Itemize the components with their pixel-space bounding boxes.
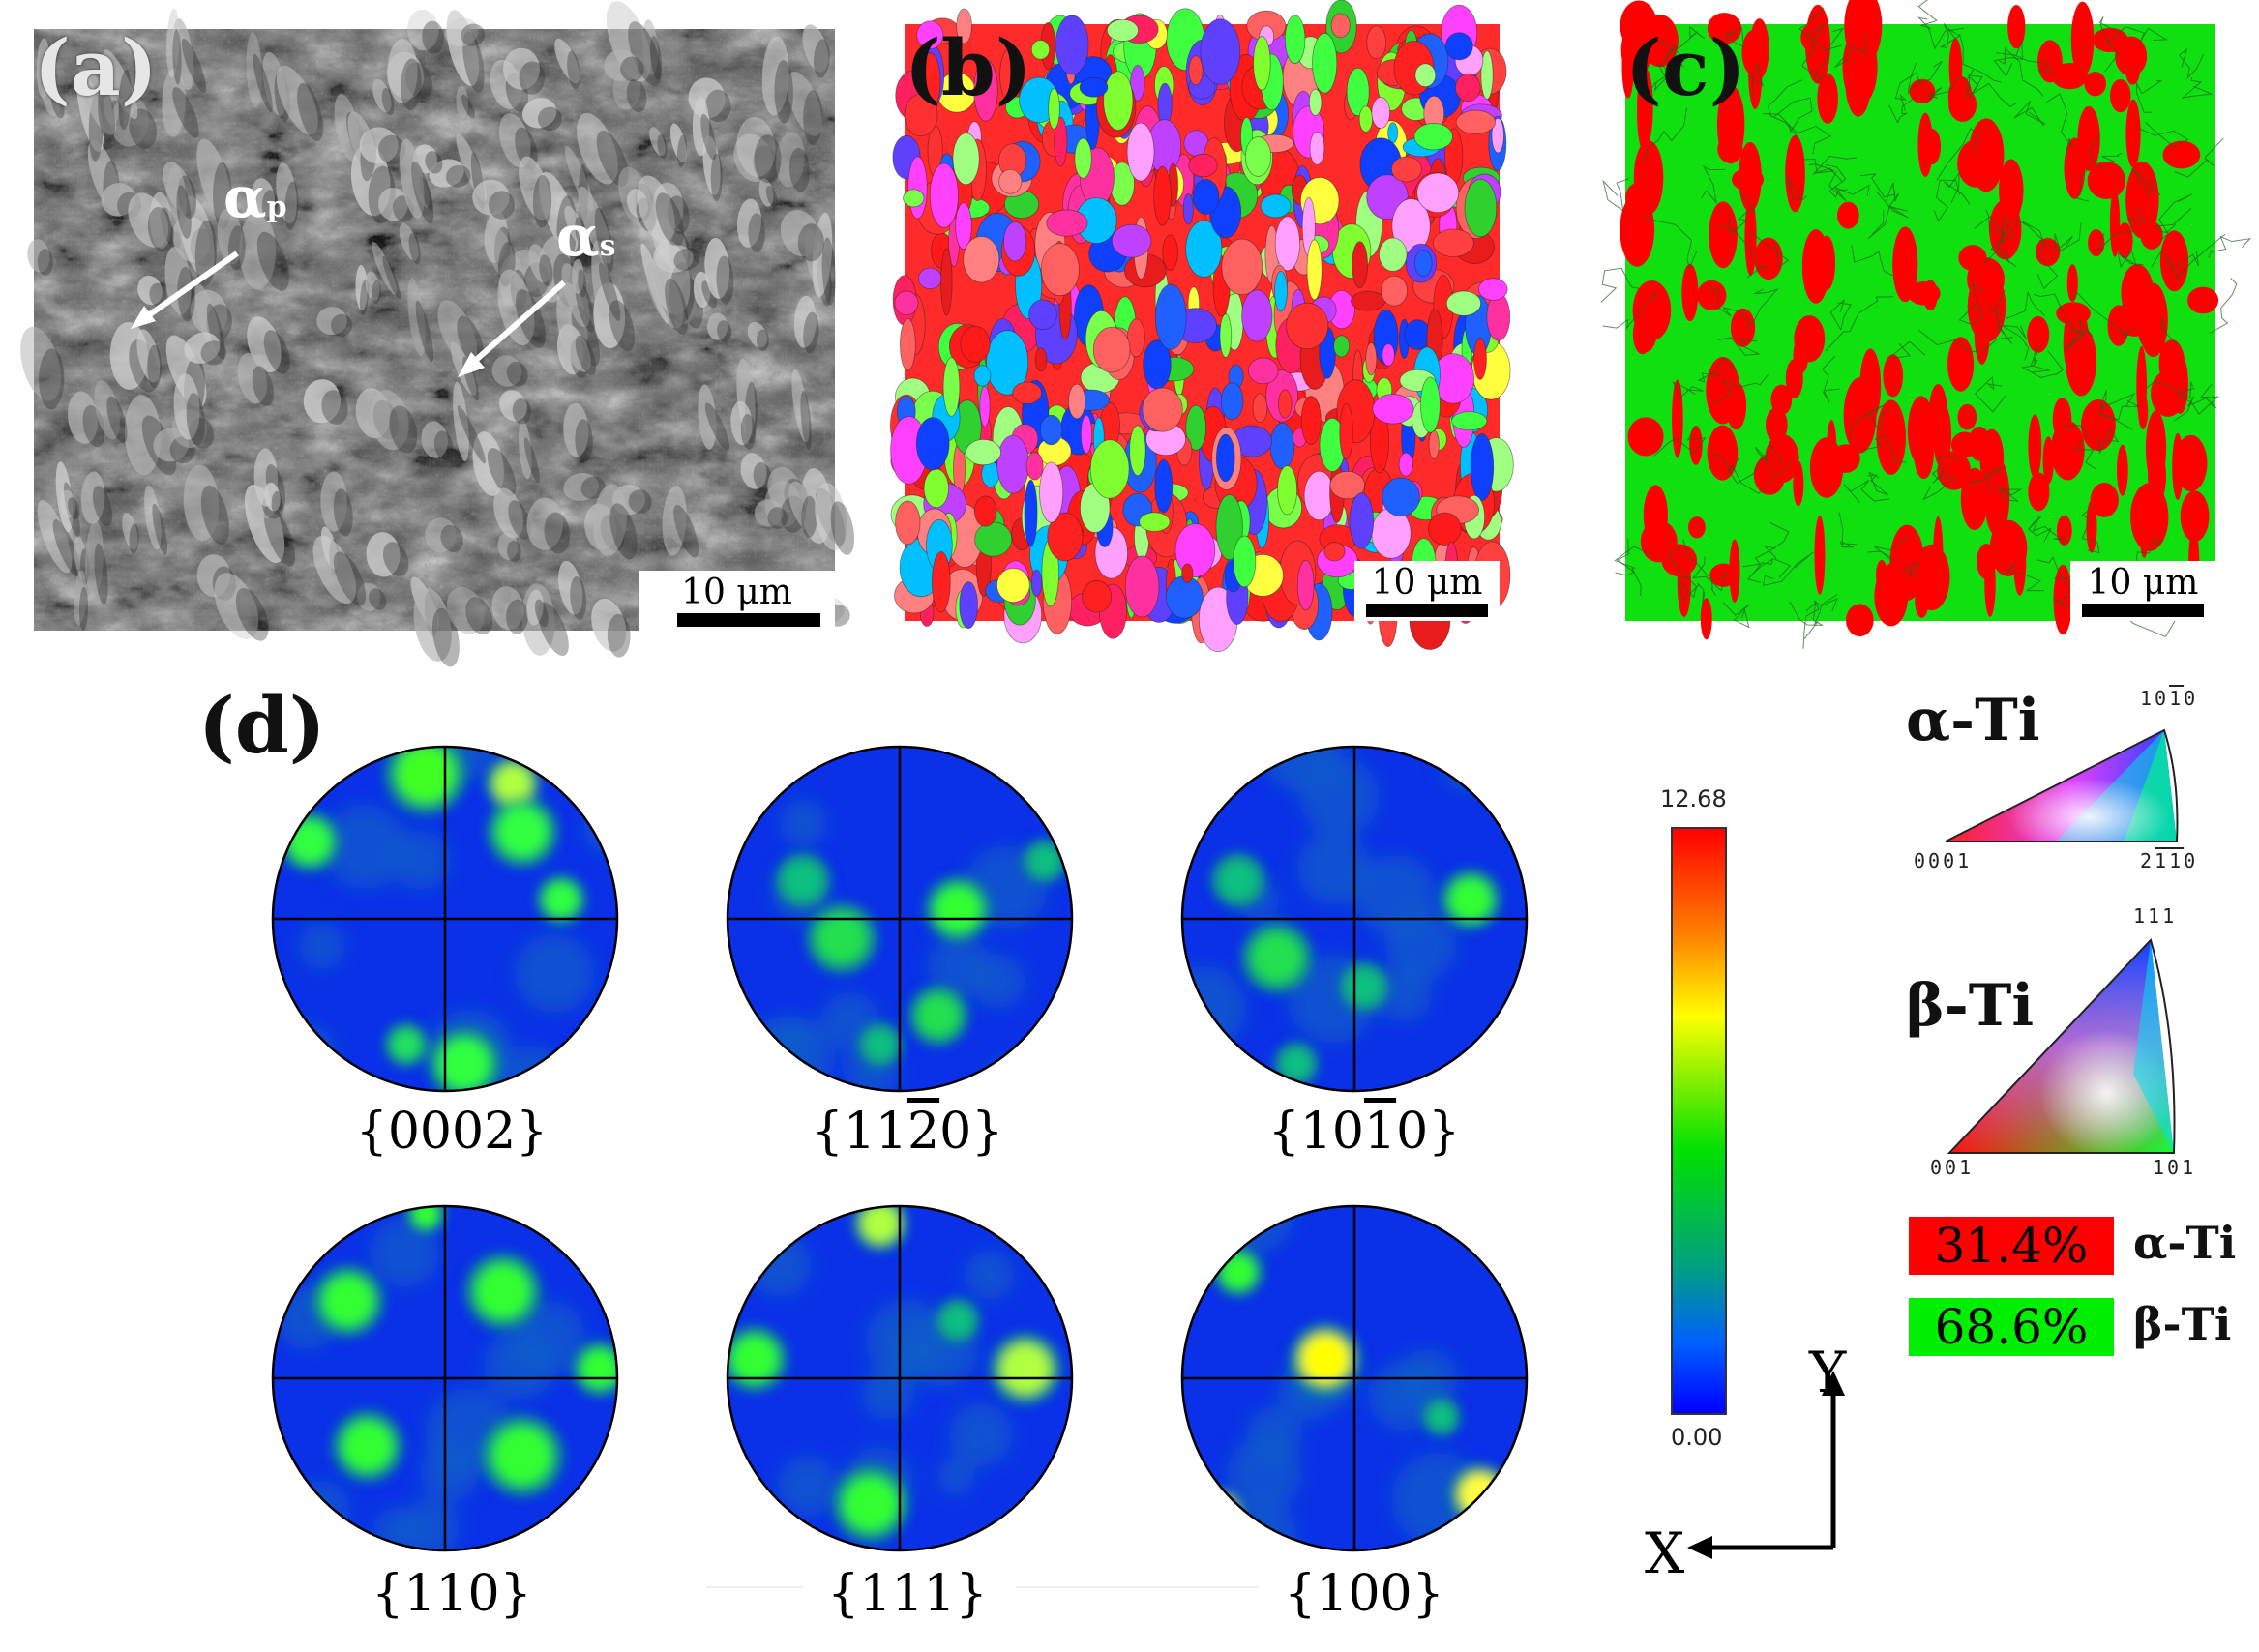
x-axis-label: X [1645, 1520, 1685, 1586]
beta-ipf-triangle [1947, 938, 2176, 1154]
panel-c-label: (c) [1625, 22, 1746, 113]
alpha-p-annotation: αp [223, 164, 287, 230]
scale-bar-b: 10 μm [1354, 561, 1500, 621]
sem-arrows [131, 251, 566, 377]
phase-map-panel: (c) 10 μm [1600, 0, 2252, 649]
divider-line [706, 1586, 803, 1588]
beta-ipf-top-label: 111 [2133, 904, 2178, 928]
scale-bar-a: 10 μm [639, 571, 835, 631]
pole-figure [273, 1206, 617, 1550]
beta-ipf-left-label: 001 [1930, 1156, 1975, 1179]
pole-figure-label-111: {111} [827, 1565, 988, 1623]
pole-figure-label-100: {100} [1284, 1565, 1444, 1623]
alpha-ipf-triangle [1945, 728, 2179, 842]
beta-fraction-swatch: 68.6% [1909, 1298, 2114, 1356]
colorbar-max-label: 12.68 [1660, 785, 1727, 812]
beta-fraction-label: β-Ti [2133, 1298, 2232, 1350]
panel-b-label: (b) [905, 22, 1032, 113]
panel-d-label: (d) [198, 680, 326, 771]
ipf-orientation-map [889, 0, 1514, 653]
beta-ti-ipf-title: β-Ti [1906, 972, 2035, 1040]
ipf-map-panel: (b) 10 μm [889, 0, 1514, 653]
phase-distribution-map [1600, 0, 2252, 649]
alpha-s-annotation: αs [556, 203, 616, 269]
pole-figure-label-110: {110} [372, 1565, 532, 1623]
beta-ipf-right-label: 101 [2153, 1156, 2197, 1179]
alpha-fraction-label: α-Ti [2133, 1217, 2237, 1269]
scale-bar-c: 10 μm [2070, 561, 2215, 621]
pole-figure-label-0002: {0002} [355, 1103, 549, 1161]
sample-axes [1687, 1371, 1845, 1559]
colorbar [1671, 827, 1727, 1415]
sem-micrograph [20, 1, 855, 667]
panel-a-label: (a) [34, 22, 158, 113]
pole-figure [1182, 1206, 1527, 1550]
alpha-ipf-top-label: 1010 [2140, 687, 2199, 710]
divider-line [1016, 1586, 1258, 1588]
pole-figure [1182, 747, 1527, 1091]
y-axis-label: Y [1809, 1340, 1847, 1405]
alpha-ipf-right-label: 2110 [2140, 849, 2199, 872]
colorbar-min-label: 0.00 [1671, 1424, 1723, 1451]
pole-figure-label-10-1-0: {1010} [1267, 1103, 1461, 1161]
alpha-ti-ipf-title: α-Ti [1906, 687, 2040, 754]
alpha-fraction-swatch: 31.4% [1909, 1217, 2114, 1275]
pole-figure-label-11-2-0: {1120} [811, 1103, 1004, 1161]
sem-image-panel: (a) αp αs 10 μm [20, 1, 855, 667]
alpha-ipf-left-label: 0001 [1914, 849, 1973, 872]
